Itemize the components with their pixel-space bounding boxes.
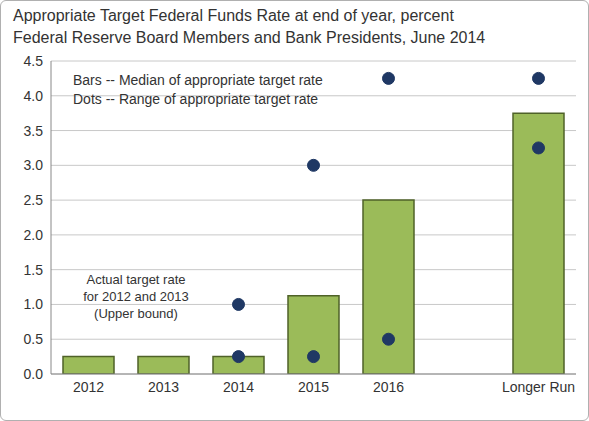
svg-text:Longer Run: Longer Run xyxy=(502,379,575,395)
svg-text:4.5: 4.5 xyxy=(24,53,44,69)
svg-text:4.0: 4.0 xyxy=(24,88,44,104)
svg-text:1.5: 1.5 xyxy=(24,262,44,278)
svg-text:3.0: 3.0 xyxy=(24,157,44,173)
svg-text:2016: 2016 xyxy=(373,379,404,395)
html-text:Appropriate Target Federal Fun: Appropriate Target Federal Funds Rate at… xyxy=(13,7,454,24)
svg-text:0.0: 0.0 xyxy=(24,366,44,382)
svg-text:2013: 2013 xyxy=(148,379,179,395)
svg-text:1.0: 1.0 xyxy=(24,296,44,312)
svg-text:2015: 2015 xyxy=(298,379,329,395)
html-text:(Upper bound): (Upper bound) xyxy=(94,306,178,321)
svg-text:2012: 2012 xyxy=(73,379,104,395)
svg-text:2014: 2014 xyxy=(223,379,254,395)
svg-text:2.0: 2.0 xyxy=(24,227,44,243)
svg-text:3.5: 3.5 xyxy=(24,123,44,139)
html-text:Dots -- Range of appropriate t: Dots -- Range of appropriate target rate xyxy=(73,91,319,107)
html-text:for 2012 and 2013: for 2012 and 2013 xyxy=(83,289,189,304)
html-text:Actual target rate: Actual target rate xyxy=(86,272,186,287)
html-text:Federal Reserve Board Members: Federal Reserve Board Members and Bank P… xyxy=(13,29,486,46)
svg-text:2.5: 2.5 xyxy=(24,192,44,208)
html-text:Bars -- Median of appropriate: Bars -- Median of appropriate target rat… xyxy=(73,72,323,88)
svg-text:0.5: 0.5 xyxy=(24,331,44,347)
